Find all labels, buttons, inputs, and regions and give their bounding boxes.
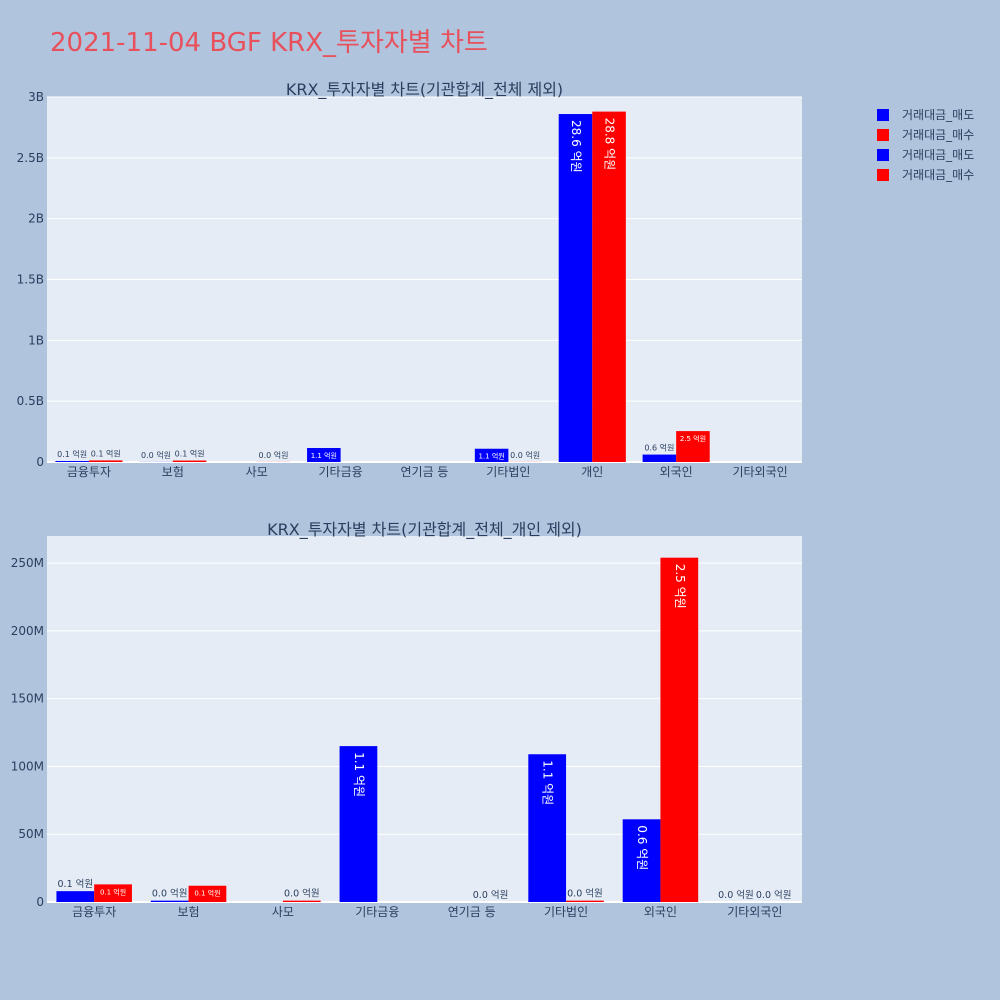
data-label: 0.0 억원 — [284, 888, 320, 900]
x-tick-label: 외국인 — [660, 465, 693, 479]
data-label: 0.1 억원 — [91, 448, 121, 458]
bar — [188, 885, 227, 902]
bar — [566, 900, 604, 902]
legend-entry: 거래대금_매수 — [902, 128, 974, 142]
x-tick-label: 기타금융 — [319, 465, 363, 479]
data-label: 0.0 억원 — [718, 889, 754, 901]
x-tick-label: 금융투자 — [72, 905, 116, 919]
data-label: 1.1 억원 — [478, 452, 504, 461]
legend-swatch — [877, 169, 889, 181]
y-tick-label: 0.5B — [17, 394, 44, 408]
bar — [282, 900, 321, 902]
bar — [339, 746, 378, 902]
x-tick-label: 외국인 — [644, 905, 677, 919]
y-tick-label: 250M — [11, 556, 44, 570]
bar — [676, 431, 710, 462]
bar — [528, 754, 567, 902]
legend-swatch — [877, 109, 889, 121]
data-label: 2.5 억원 — [680, 434, 706, 443]
bar — [94, 884, 132, 902]
x-tick-label: 사모 — [246, 465, 268, 479]
bar — [558, 114, 593, 463]
y-tick-label: 1B — [28, 333, 44, 347]
page-title: 2021-11-04 BGF KRX_투자자별 차트 — [50, 28, 488, 58]
bar — [474, 448, 509, 462]
data-label: 0.1 억원 — [175, 449, 205, 459]
x-tick-label: 연기금 등 — [401, 465, 449, 479]
data-label: 1.1 억원 — [352, 752, 366, 797]
legend-entry: 거래대금_매도 — [902, 108, 974, 122]
y-tick-label: 2B — [28, 212, 44, 226]
y-tick-label: 1.5B — [17, 273, 44, 287]
chart-title: KRX_투자자별 차트(기관합계_전체 제외) — [286, 80, 563, 100]
x-tick-label: 금융투자 — [67, 465, 111, 479]
data-label: 28.6 억원 — [569, 120, 583, 173]
data-label: 0.0 억원 — [567, 888, 603, 900]
legend-entry: 거래대금_매수 — [902, 168, 974, 182]
data-label: 1.1 억원 — [311, 451, 337, 460]
x-tick-label: 보험 — [178, 905, 200, 919]
data-label: 28.8 억원 — [603, 118, 617, 171]
x-tick-label: 기타금융 — [355, 905, 399, 919]
x-tick-label: 기타외국인 — [732, 465, 787, 479]
x-tick-label: 기타법인 — [544, 905, 588, 919]
bar — [592, 111, 626, 462]
x-tick-label: 사모 — [272, 905, 294, 919]
legend-swatch — [877, 149, 889, 161]
data-label: 0.1 억원 — [194, 889, 220, 898]
bar — [660, 557, 699, 902]
y-tick-label: 0 — [36, 455, 44, 469]
y-tick-label: 150M — [11, 692, 44, 706]
data-label: 0.0 억원 — [756, 889, 792, 901]
y-tick-label: 2.5B — [17, 151, 44, 165]
data-label: 0.6 억원 — [635, 825, 649, 870]
x-tick-label: 기타법인 — [486, 465, 530, 479]
data-label: 0.1 억원 — [100, 887, 126, 896]
bar — [56, 891, 95, 902]
y-tick-label: 50M — [18, 827, 44, 841]
x-tick-label: 기타외국인 — [727, 905, 782, 919]
y-tick-label: 100M — [11, 759, 44, 773]
bar — [55, 461, 89, 462]
data-label: 0.0 억원 — [152, 888, 188, 900]
x-tick-label: 개인 — [581, 465, 603, 479]
data-label: 0.0 억원 — [141, 450, 171, 460]
data-label: 0.0 억원 — [259, 450, 289, 460]
bar — [88, 460, 123, 462]
chart-title: KRX_투자자별 차트(기관합계_전체_개인 제외) — [267, 520, 582, 540]
bar — [622, 819, 661, 902]
x-tick-label: 연기금 등 — [448, 905, 496, 919]
bar — [150, 900, 189, 902]
data-label: 0.6 억원 — [644, 443, 674, 453]
x-tick-label: 보험 — [162, 465, 184, 479]
bar — [307, 448, 341, 462]
data-label: 1.1 억원 — [541, 760, 555, 805]
bar — [642, 454, 677, 462]
y-tick-label: 0 — [36, 895, 44, 909]
bar — [172, 460, 207, 462]
legend-entry: 거래대금_매도 — [902, 148, 974, 162]
data-label: 0.1 억원 — [57, 449, 87, 459]
data-label: 0.1 억원 — [58, 878, 94, 890]
data-label: 0.0 억원 — [510, 450, 540, 460]
legend-swatch — [877, 129, 889, 141]
y-tick-label: 200M — [11, 624, 44, 638]
y-tick-label: 3B — [28, 90, 44, 104]
data-label: 0.0 억원 — [473, 889, 509, 901]
data-label: 2.5 억원 — [673, 564, 687, 609]
